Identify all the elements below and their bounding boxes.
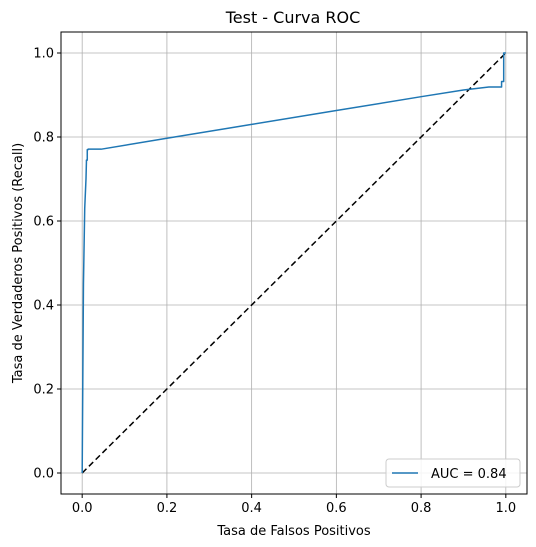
roc-curve-line <box>81 52 506 474</box>
axis-ticks: 0.0 0.2 0.4 0.6 0.8 1.0 0.0 0.2 0.4 0.6 0.8 1.0 <box>33 47 516 517</box>
legend-label: AUC = 0.84 <box>431 467 507 482</box>
x-axis-label: Tasa de Falsos Positivos <box>216 524 371 539</box>
x-tick-label: 0.2 <box>157 501 178 516</box>
y-tick-label: 0.0 <box>33 467 54 482</box>
chance-diagonal-line <box>81 52 507 474</box>
grid <box>61 32 527 494</box>
y-tick-label: 0.2 <box>33 383 54 398</box>
chart-title: Test - Curva ROC <box>225 8 361 27</box>
plot-series <box>81 52 507 474</box>
y-tick-label: 0.6 <box>33 215 54 230</box>
x-tick-label: 1.0 <box>495 501 516 516</box>
y-tick-label: 0.4 <box>33 299 54 314</box>
y-tick-label: 0.8 <box>33 131 54 146</box>
y-axis-label: Tasa de Verdaderos Positivos (Recall) <box>11 143 26 384</box>
plot-frame <box>60 31 528 495</box>
x-tick-label: 0.6 <box>326 501 347 516</box>
x-tick-label: 0.8 <box>411 501 432 516</box>
y-tick-label: 1.0 <box>33 47 54 62</box>
legend: AUC = 0.84 <box>385 458 521 488</box>
x-tick-label: 0.0 <box>72 501 93 516</box>
x-tick-label: 0.4 <box>241 501 262 516</box>
legend-box <box>385 458 521 488</box>
